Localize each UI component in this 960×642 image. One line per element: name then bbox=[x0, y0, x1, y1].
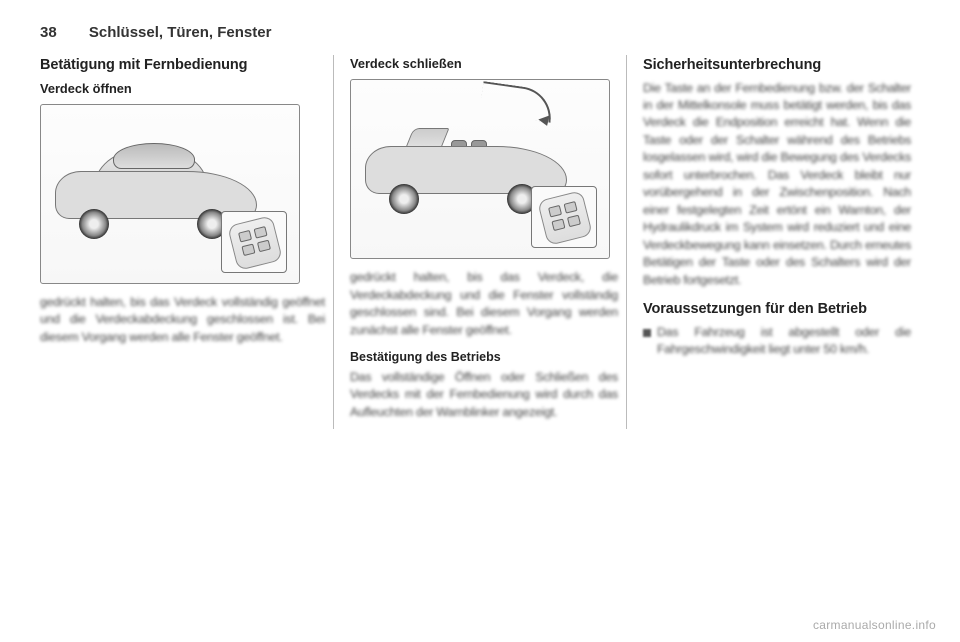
bullet-item: Das Fahrzeug ist abgestellt oder die Fah… bbox=[643, 324, 911, 359]
column-1: Betätigung mit Fernbedienung Verdeck öff… bbox=[40, 55, 333, 429]
keyfob-graphic-2 bbox=[531, 186, 597, 248]
col1-paragraph: gedrückt halten, bis das Verdeck vollstä… bbox=[40, 294, 325, 346]
chapter-title: Schlüssel, Türen, Fenster bbox=[89, 24, 272, 41]
page-number: 38 bbox=[40, 24, 57, 41]
col2-paragraph-2: Das vollständige Öffnen oder Schließen d… bbox=[350, 369, 618, 421]
manual-page: 38 Schlüssel, Türen, Fenster Betätigung … bbox=[0, 0, 960, 642]
column-3: Sicherheitsunterbrechung Die Taste an de… bbox=[626, 55, 919, 429]
col1-heading: Betätigung mit Fernbedienung bbox=[40, 55, 325, 76]
close-arrow-icon bbox=[479, 81, 555, 123]
col2-subheading: Verdeck schließen bbox=[350, 55, 618, 73]
column-2: Verdeck schließen bbox=[333, 55, 626, 429]
bullet-icon bbox=[643, 329, 651, 337]
content-columns: Betätigung mit Fernbedienung Verdeck öff… bbox=[40, 55, 920, 429]
col1-subheading: Verdeck öffnen bbox=[40, 80, 325, 98]
illustration-open-roof bbox=[40, 104, 300, 284]
watermark: carmanualsonline.info bbox=[813, 618, 936, 632]
bullet-text: Das Fahrzeug ist abgestellt oder die Fah… bbox=[657, 324, 911, 359]
keyfob-graphic bbox=[221, 211, 287, 273]
col3-heading-2: Voraussetzungen für den Betrieb bbox=[643, 299, 911, 320]
col3-heading: Sicherheitsunterbrechung bbox=[643, 55, 911, 76]
illustration-close-roof bbox=[350, 79, 610, 259]
col2-paragraph-1: gedrückt halten, bis das Verdeck, die Ve… bbox=[350, 269, 618, 339]
col2-h3: Bestätigung des Betriebs bbox=[350, 349, 618, 367]
col3-paragraph-1: Die Taste an der Fernbedienung bzw. der … bbox=[643, 80, 911, 289]
page-header: 38 Schlüssel, Türen, Fenster bbox=[40, 24, 920, 41]
